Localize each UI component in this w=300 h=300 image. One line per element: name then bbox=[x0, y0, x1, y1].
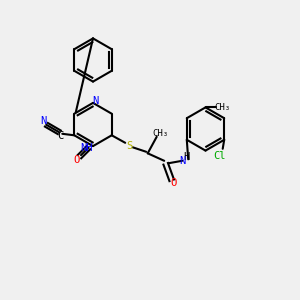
Text: N: N bbox=[40, 116, 46, 126]
Text: NH: NH bbox=[80, 142, 93, 153]
Text: H: H bbox=[184, 152, 190, 162]
Text: N: N bbox=[180, 156, 186, 166]
Text: O: O bbox=[74, 154, 80, 165]
Text: N: N bbox=[92, 96, 98, 106]
Text: CH₃: CH₃ bbox=[152, 129, 168, 138]
Text: O: O bbox=[170, 178, 176, 188]
Text: CH₃: CH₃ bbox=[214, 103, 231, 112]
Text: S: S bbox=[127, 141, 133, 151]
Text: Cl: Cl bbox=[214, 151, 226, 161]
Text: C: C bbox=[58, 131, 64, 141]
